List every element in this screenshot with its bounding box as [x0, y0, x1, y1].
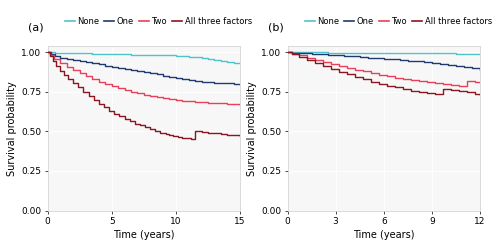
X-axis label: Time (years): Time (years)	[113, 230, 174, 240]
Text: (a): (a)	[28, 23, 44, 33]
X-axis label: Time (years): Time (years)	[353, 230, 414, 240]
Legend: None, One, Two, All three factors: None, One, Two, All three factors	[302, 14, 495, 30]
Y-axis label: Survival probability: Survival probability	[247, 81, 257, 176]
Legend: None, One, Two, All three factors: None, One, Two, All three factors	[62, 14, 255, 30]
Y-axis label: Survival probability: Survival probability	[7, 81, 17, 176]
Text: (b): (b)	[268, 23, 283, 33]
